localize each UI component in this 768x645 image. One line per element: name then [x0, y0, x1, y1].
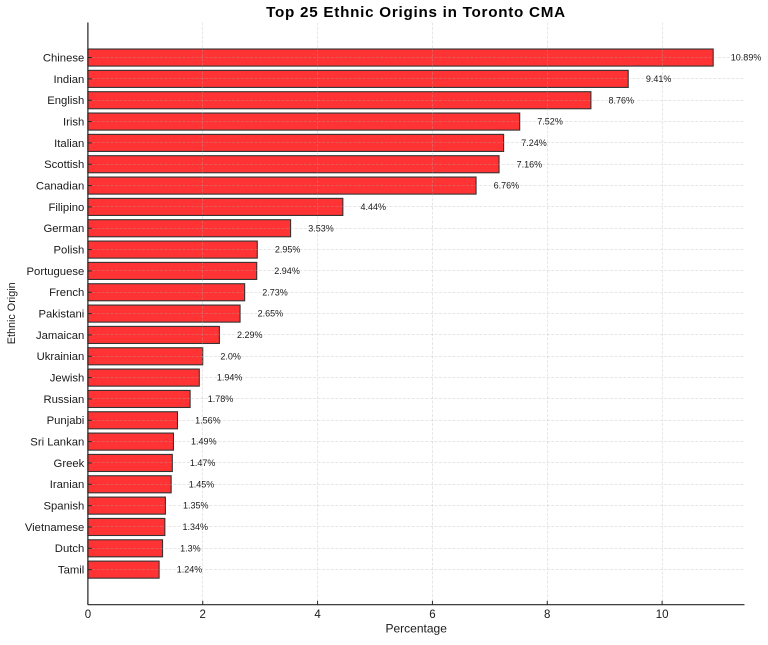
svg-text:6: 6 — [429, 609, 435, 621]
svg-text:2.65%: 2.65% — [258, 309, 284, 319]
svg-text:Filipino: Filipino — [49, 202, 85, 214]
svg-text:French: French — [49, 287, 84, 299]
svg-text:Chinese: Chinese — [43, 52, 84, 64]
svg-text:Greek: Greek — [54, 458, 85, 470]
svg-text:Canadian: Canadian — [36, 180, 84, 192]
svg-text:Russian: Russian — [43, 394, 84, 406]
svg-text:English: English — [47, 95, 84, 107]
svg-text:10.89%: 10.89% — [731, 53, 762, 63]
svg-text:6.76%: 6.76% — [494, 181, 520, 191]
svg-text:1.49%: 1.49% — [191, 437, 217, 447]
svg-text:Sri Lankan: Sri Lankan — [30, 437, 84, 449]
svg-text:1.56%: 1.56% — [195, 415, 221, 425]
svg-text:7.24%: 7.24% — [521, 138, 547, 148]
svg-text:Indian: Indian — [54, 74, 85, 86]
svg-text:3.53%: 3.53% — [308, 223, 334, 233]
svg-text:1.78%: 1.78% — [208, 394, 234, 404]
svg-text:8: 8 — [544, 609, 550, 621]
svg-text:1.45%: 1.45% — [189, 479, 215, 489]
svg-text:4.44%: 4.44% — [360, 202, 386, 212]
svg-text:Tamil: Tamil — [58, 565, 84, 577]
svg-text:2.94%: 2.94% — [274, 266, 300, 276]
svg-text:Portuguese: Portuguese — [27, 266, 85, 278]
svg-text:Jewish: Jewish — [50, 373, 85, 385]
svg-text:Jamaican: Jamaican — [36, 330, 84, 342]
svg-text:10: 10 — [656, 609, 669, 621]
svg-text:2: 2 — [200, 609, 206, 621]
svg-text:Vietnamese: Vietnamese — [25, 522, 84, 534]
svg-text:Ukrainian: Ukrainian — [37, 351, 85, 363]
svg-text:2.0%: 2.0% — [220, 351, 241, 361]
svg-text:Iranian: Iranian — [50, 479, 85, 491]
svg-text:Punjabi: Punjabi — [47, 415, 85, 427]
svg-text:Pakistani: Pakistani — [38, 308, 84, 320]
svg-text:9.41%: 9.41% — [646, 74, 672, 84]
svg-text:1.35%: 1.35% — [183, 501, 209, 511]
svg-text:1.94%: 1.94% — [217, 373, 243, 383]
svg-text:Top 25 Ethnic Origins in Toron: Top 25 Ethnic Origins in Toronto CMA — [266, 4, 566, 21]
svg-text:Scottish: Scottish — [44, 159, 84, 171]
svg-text:German: German — [43, 223, 84, 235]
svg-text:Spanish: Spanish — [43, 501, 84, 513]
svg-text:Polish: Polish — [54, 244, 85, 256]
svg-text:Irish: Irish — [63, 116, 84, 128]
svg-text:4: 4 — [314, 609, 321, 621]
svg-text:1.24%: 1.24% — [177, 565, 203, 575]
svg-text:Percentage: Percentage — [386, 621, 448, 635]
svg-text:2.29%: 2.29% — [237, 330, 263, 340]
svg-text:7.16%: 7.16% — [517, 159, 543, 169]
svg-text:Dutch: Dutch — [55, 543, 85, 555]
svg-text:Italian: Italian — [54, 138, 84, 150]
svg-text:1.47%: 1.47% — [190, 458, 216, 468]
svg-text:Ethnic Origin: Ethnic Origin — [6, 282, 18, 344]
svg-text:2.95%: 2.95% — [275, 245, 301, 255]
svg-text:7.52%: 7.52% — [537, 117, 563, 127]
svg-text:1.34%: 1.34% — [182, 522, 208, 532]
svg-text:0: 0 — [85, 609, 91, 621]
svg-text:2.73%: 2.73% — [262, 287, 288, 297]
svg-text:8.76%: 8.76% — [609, 95, 635, 105]
svg-text:1.3%: 1.3% — [180, 543, 201, 553]
